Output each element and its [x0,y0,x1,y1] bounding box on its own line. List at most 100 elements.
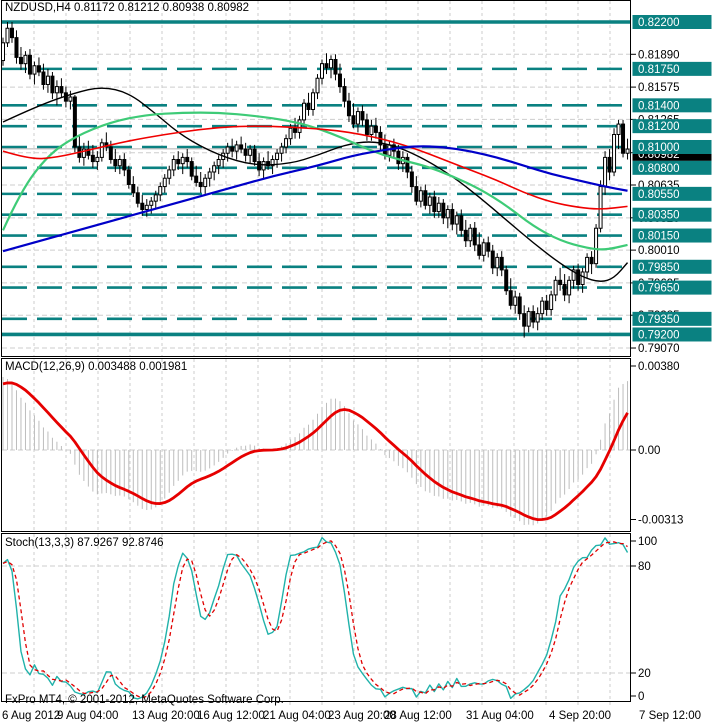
level-price-box [632,186,712,201]
level-price-label: 0.79200 [638,329,680,341]
candle-bear [373,125,378,133]
chart-symbol-title: NZDUSD,H4 0.81172 0.81212 0.80938 0.8098… [5,2,250,14]
candle-bear [198,181,203,188]
candle-bear [337,73,342,88]
candle-bull [144,204,149,210]
price-axis-label: 0.79070 [638,343,680,355]
level-price-box [632,207,712,222]
time-axis-label: 4 Sep 20:00 [549,710,611,722]
candle-bull [261,161,266,171]
candle-bear [135,192,140,204]
candle-bear [450,208,455,225]
candle-bull [320,63,325,79]
candle-bear [257,161,262,171]
ma-red-line [2,125,628,210]
candle-bear [423,190,428,206]
stoch-panel-border [1,533,631,702]
level-price-label: 0.80350 [638,210,680,222]
level-price-label: 0.80550 [638,189,680,201]
candle-bull [248,148,253,156]
candle-bear [360,111,365,121]
candle-bear [396,150,401,165]
candle-bull [225,146,230,154]
candle-bear [522,313,527,327]
level-price-box [632,119,712,134]
level-lines-layer [2,20,630,337]
candle-bear [126,169,131,185]
candle-bear [266,161,271,167]
stoch-axis-label: 0 [638,691,644,703]
candle-bull [585,256,590,273]
time-axis-label: 21 Aug 04:00 [263,710,331,722]
candle-bear [558,279,563,285]
candle-bear [405,156,410,173]
candle-bull [167,169,172,179]
time-axis-label: 13 Aug 20:00 [132,710,200,722]
candle-bear [122,158,127,171]
stoch-axis-label: 20 [638,668,651,680]
level-price-box [632,228,712,243]
candle-bear [342,86,347,102]
level-price-box [632,311,712,326]
candle-bear [131,183,136,194]
candle-bear [108,146,113,160]
candle-bull [275,152,280,160]
candle-bear [59,86,64,94]
price-axis-label: 0.81575 [638,82,680,94]
candle-bull [549,294,554,310]
candle-bull [513,296,518,306]
candle-bear [90,154,95,163]
candle-bear [72,96,77,148]
candle-bear [86,148,91,156]
candle-bear [414,186,419,202]
candle-bull [297,119,302,133]
level-price-label: 0.79350 [638,314,680,326]
candle-bear [113,158,118,167]
candle-bear [499,256,504,271]
candle-bull [598,186,603,229]
candle-bear [306,102,311,110]
candle-bull [427,196,432,206]
macd-panel-border [1,358,631,532]
candle-bull [153,194,158,202]
candle-bull [436,202,441,213]
level-price-label: 0.79650 [638,283,680,295]
level-price-box [632,61,712,76]
candle-bear [176,158,181,165]
level-price-label: 0.81400 [638,100,680,112]
candle-bull [2,42,5,62]
candle-bear [576,269,581,285]
candle-bear [517,296,522,315]
macd-axis-label: -0.00313 [638,514,683,526]
candle-bear [486,242,491,252]
candle-bull [369,125,374,135]
candle-bull [454,215,459,225]
price-axis-label: 0.81890 [638,49,680,61]
candle-bear [409,171,414,188]
time-axis-label: 7 Sep 12:00 [639,710,701,722]
candles-layer [2,22,630,338]
macd-signal-line [2,381,629,522]
level-price-label: 0.81000 [638,142,680,154]
candle-bear [364,119,369,135]
ma-black-line [2,87,629,282]
level-price-label: 0.79850 [638,262,680,274]
candle-bear [293,127,298,133]
candle-bull [68,96,73,102]
copyright-text: FxPro MT4, © 2001-2012, MetaQuotes Softw… [5,694,284,706]
time-axis-label: 28 Aug 12:00 [384,710,452,722]
ma-blue-line [2,145,628,253]
level-price-box [632,160,712,175]
moving-averages-layer [2,87,629,282]
candle-bear [463,229,468,242]
price-axis[interactable]: 0.818900.815750.812650.809450.806350.803… [631,15,712,703]
candle-bear [346,100,351,117]
candle-bear [441,202,446,219]
level-price-label: 0.80800 [638,163,680,175]
candle-bull [580,271,585,285]
panel-borders [1,0,631,702]
candle-bull [23,54,28,65]
candle-bull [616,123,621,135]
